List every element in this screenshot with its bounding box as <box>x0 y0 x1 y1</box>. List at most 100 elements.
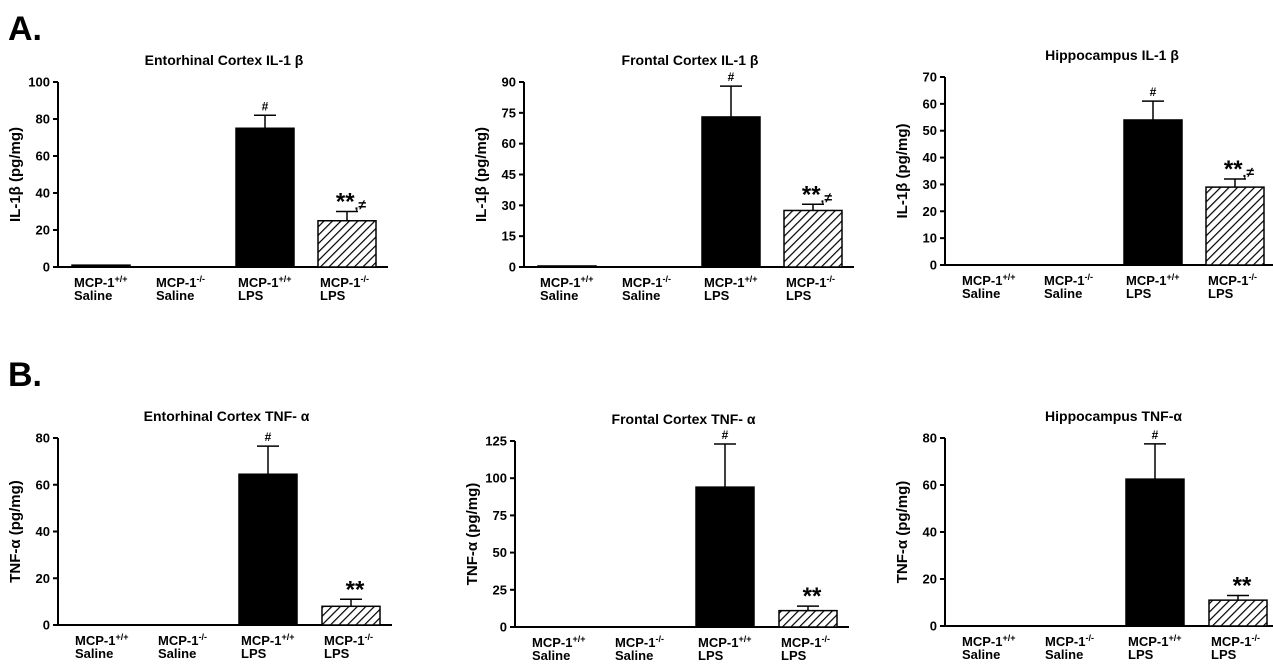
x-tick-label-genotype: -/- <box>360 274 369 284</box>
x-tick-label: MCP-1+/+ <box>532 634 585 650</box>
x-tick-label-genotype: +/+ <box>1002 633 1015 643</box>
bar <box>238 473 298 626</box>
x-tick-label-name: MCP-1 <box>781 635 821 650</box>
y-tick-label: 80 <box>36 431 50 446</box>
x-tick-label-name: MCP-1 <box>962 634 1002 649</box>
x-tick-label: MCP-1+/+ <box>75 632 128 648</box>
x-tick-label-genotype: -/- <box>1251 633 1260 643</box>
x-tick-label-treatment: Saline <box>158 646 196 661</box>
y-tick-label: 90 <box>502 75 516 90</box>
bar <box>235 127 295 268</box>
y-axis-label: TNF-α (pg/mg) <box>464 483 481 586</box>
y-tick-label: 50 <box>923 123 937 138</box>
x-tick-label-genotype: +/+ <box>278 274 291 284</box>
x-tick-label: MCP-1-/- <box>158 632 207 648</box>
x-tick-label: MCP-1+/+ <box>704 274 757 290</box>
x-tick-label: MCP-1+/+ <box>1126 272 1179 288</box>
y-tick-label: 60 <box>923 96 937 111</box>
significance-annotation: ** <box>1233 572 1252 599</box>
y-tick-label: 25 <box>493 582 507 597</box>
x-tick-label-treatment: Saline <box>1045 647 1083 662</box>
x-tick-label-treatment: LPS <box>786 288 812 303</box>
x-tick-label-treatment: LPS <box>698 648 724 663</box>
panel-label-b: B. <box>8 356 42 394</box>
chart-title: Hippocampus IL-1 β <box>1045 47 1179 63</box>
y-tick-label: 0 <box>43 618 50 633</box>
x-tick-label-name: MCP-1 <box>158 633 198 648</box>
significance-annotation: **,≠ <box>336 189 367 216</box>
bar <box>321 605 381 626</box>
x-tick-label-treatment: Saline <box>74 288 112 303</box>
x-tick-label: MCP-1-/- <box>622 274 671 290</box>
y-tick-label: 45 <box>502 167 516 182</box>
y-tick-label: 30 <box>502 198 516 213</box>
y-tick-label: 20 <box>923 204 937 219</box>
x-tick-label-name: MCP-1 <box>532 635 572 650</box>
x-tick-label: MCP-1+/+ <box>241 632 294 648</box>
x-tick-label: MCP-1-/- <box>781 634 830 650</box>
y-tick-label: 75 <box>502 105 516 120</box>
x-tick-label-genotype: -/- <box>198 632 207 642</box>
y-tick-label: 20 <box>923 572 937 587</box>
x-tick-label-genotype: +/+ <box>744 274 757 284</box>
x-tick-label-treatment: LPS <box>1208 286 1234 301</box>
y-tick-label: 50 <box>493 545 507 560</box>
annotation-stars: ** <box>346 576 365 603</box>
y-axis-label: IL-1β (pg/mg) <box>894 124 911 219</box>
chart-entorhinal-tnfa: Entorhinal Cortex TNF- α TNF-α (pg/mg) 0 20… <box>7 408 392 661</box>
x-tick-label-name: MCP-1 <box>1211 634 1251 649</box>
significance-annotation: ** <box>346 576 365 603</box>
y-tick-label: 20 <box>36 223 50 238</box>
x-tick-label-treatment: Saline <box>532 648 570 663</box>
x-tick-label-name: MCP-1 <box>540 275 580 290</box>
y-axis-label: IL-1β (pg/mg) <box>473 127 490 222</box>
annotation-stars: ** <box>336 189 355 216</box>
bar <box>1205 186 1265 266</box>
significance-annotation: # <box>262 99 269 113</box>
annotation-not-equal: ,≠ <box>821 189 833 205</box>
x-tick-label-treatment: LPS <box>320 288 346 303</box>
x-tick-label-genotype: -/- <box>655 634 664 644</box>
bar <box>778 609 838 628</box>
panel-label-a: A. <box>8 10 42 48</box>
chart-frontal-tnfa: Frontal Cortex TNF- α TNF-α (pg/mg) 0 25 50 7… <box>464 411 849 663</box>
x-tick-label-genotype: +/+ <box>1168 633 1181 643</box>
x-tick-label-name: MCP-1 <box>1208 273 1248 288</box>
x-tick-label: MCP-1-/- <box>320 274 369 290</box>
x-tick-label: MCP-1+/+ <box>962 633 1015 649</box>
annotation-stars: ** <box>1224 156 1243 183</box>
y-tick-label: 0 <box>500 620 507 635</box>
x-tick-label-genotype: +/+ <box>580 274 593 284</box>
x-tick-label-genotype: +/+ <box>281 632 294 642</box>
x-tick-label: MCP-1-/- <box>1045 633 1094 649</box>
x-tick-label-treatment: Saline <box>962 647 1000 662</box>
annotation-stars: ** <box>803 583 822 610</box>
annotation-stars: ** <box>1233 572 1252 599</box>
significance-annotation: # <box>722 428 729 442</box>
y-tick-label: 80 <box>36 112 50 127</box>
x-tick-label: MCP-1+/+ <box>540 274 593 290</box>
x-tick-label: MCP-1-/- <box>1044 272 1093 288</box>
bar <box>1123 119 1183 266</box>
y-axis-label: IL-1β (pg/mg) <box>7 127 24 222</box>
x-tick-label-genotype: +/+ <box>115 632 128 642</box>
x-tick-label-genotype: -/- <box>1084 272 1093 282</box>
annotation-not-equal: ,≠ <box>1243 164 1255 180</box>
chart-entorhinal-il1b: Entorhinal Cortex IL-1 β IL-1β (pg/mg) 0 20… <box>7 52 388 303</box>
x-tick-label-treatment: LPS <box>1126 286 1152 301</box>
y-tick-label: 0 <box>930 258 937 273</box>
x-tick-label-name: MCP-1 <box>622 275 662 290</box>
bar <box>537 265 597 268</box>
bar <box>695 486 755 628</box>
x-tick-label-name: MCP-1 <box>704 275 744 290</box>
annotation-stars: ** <box>802 181 821 208</box>
y-tick-label: 125 <box>485 434 507 449</box>
y-tick-label: 100 <box>28 75 50 90</box>
x-tick-label: MCP-1-/- <box>156 274 205 290</box>
x-tick-label-name: MCP-1 <box>238 275 278 290</box>
x-tick-label-treatment: Saline <box>962 286 1000 301</box>
y-axis-label: TNF-α (pg/mg) <box>894 481 911 584</box>
x-tick-label: MCP-1+/+ <box>238 274 291 290</box>
x-tick-label-name: MCP-1 <box>1045 634 1085 649</box>
x-tick-label-treatment: Saline <box>156 288 194 303</box>
